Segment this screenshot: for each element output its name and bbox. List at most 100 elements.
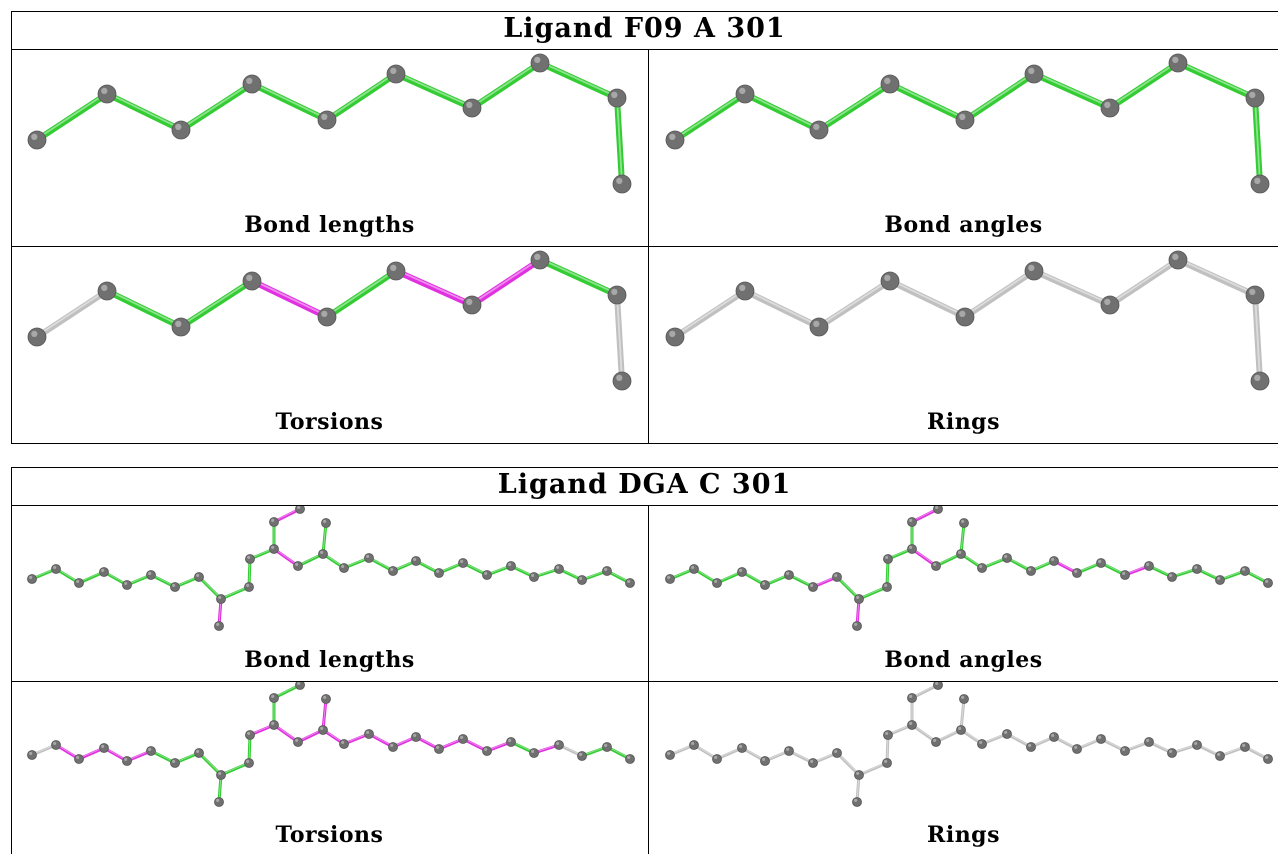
atom: [318, 725, 328, 735]
bond-highlight: [539, 60, 618, 98]
atom-highlight: [1194, 565, 1198, 569]
bond-highlight: [251, 278, 328, 317]
molecule-drawing: [27, 506, 635, 631]
bond-highlight: [180, 278, 253, 327]
atom: [689, 564, 699, 574]
atom-highlight: [484, 747, 488, 751]
atom: [269, 517, 279, 527]
atom: [1192, 740, 1202, 750]
atom: [602, 742, 612, 752]
atom-highlight: [247, 731, 251, 735]
panel-caption: Torsions: [275, 409, 384, 435]
atom-highlight: [961, 695, 965, 699]
atom-highlight: [1265, 755, 1269, 759]
atom-highlight: [579, 576, 583, 580]
atom-highlight: [53, 565, 57, 569]
atom-highlight: [76, 755, 80, 759]
bond-highlight: [818, 278, 891, 327]
bond-none: [742, 288, 822, 330]
bond-highlight: [964, 268, 1035, 317]
atom: [170, 758, 180, 768]
atom-highlight: [101, 87, 108, 94]
atom-highlight: [271, 545, 275, 549]
atom: [735, 281, 755, 301]
atom-highlight: [739, 284, 746, 291]
atom: [832, 572, 842, 582]
molecule-drawing: [27, 682, 635, 807]
atom-highlight: [196, 573, 200, 577]
atom-highlight: [1098, 735, 1102, 739]
atom: [665, 750, 675, 760]
atom-highlight: [148, 747, 152, 751]
atom-highlight: [295, 738, 299, 742]
atom-highlight: [246, 759, 250, 763]
atom-highlight: [691, 565, 695, 569]
atom-highlight: [786, 747, 790, 751]
atom-highlight: [616, 374, 623, 381]
atom: [339, 563, 349, 573]
atom-highlight: [534, 253, 541, 260]
atom-highlight: [31, 133, 38, 140]
atom: [482, 746, 492, 756]
atom: [506, 561, 516, 571]
atom: [1026, 566, 1036, 576]
atom: [883, 554, 893, 564]
atom-highlight: [958, 550, 962, 554]
atom: [1245, 88, 1265, 108]
atom: [1026, 742, 1036, 752]
atom: [808, 582, 818, 592]
atom-highlight: [484, 571, 488, 575]
bond-ok: [469, 60, 543, 111]
atom-highlight: [1028, 67, 1035, 74]
atom-highlight: [884, 274, 891, 281]
atom: [977, 739, 987, 749]
atom: [1096, 558, 1106, 568]
atom: [1024, 261, 1044, 281]
atom-highlight: [124, 581, 128, 585]
atom-highlight: [175, 320, 182, 327]
atom: [293, 561, 303, 571]
atom-highlight: [1098, 559, 1102, 563]
atom-highlight: [669, 330, 676, 337]
bond-none: [1107, 257, 1181, 308]
atom: [242, 74, 262, 94]
atom: [665, 327, 685, 347]
panel-caption: Rings: [927, 822, 1000, 848]
bond-highlight: [395, 71, 473, 108]
atom: [364, 553, 374, 563]
bond-highlight: [106, 91, 182, 130]
atom-highlight: [390, 567, 394, 571]
atom-highlight: [579, 752, 583, 756]
molecule-drawing: [27, 250, 632, 391]
atom-highlight: [321, 310, 328, 317]
atom-highlight: [436, 745, 440, 749]
atom-highlight: [739, 568, 743, 572]
bond-ok: [249, 81, 330, 123]
atom: [956, 725, 966, 735]
atom: [529, 572, 539, 582]
atom: [760, 756, 770, 766]
molecule-drawing: [665, 53, 1270, 194]
bond-highlight: [1254, 292, 1261, 381]
atom-highlight: [762, 757, 766, 761]
molecule-drawing: [665, 506, 1273, 631]
atom: [74, 578, 84, 588]
atom-highlight: [341, 564, 345, 568]
atom: [530, 53, 550, 73]
atom-highlight: [390, 67, 397, 74]
atom-highlight: [1249, 91, 1256, 98]
atom-highlight: [933, 738, 937, 742]
atom: [216, 770, 226, 780]
bond-ok: [887, 81, 968, 123]
atom: [97, 84, 117, 104]
atom-highlight: [1249, 288, 1256, 295]
atom-highlight: [885, 731, 889, 735]
atom: [122, 580, 132, 590]
atom: [122, 756, 132, 766]
atom-highlight: [323, 695, 327, 699]
bond-highlight: [36, 288, 108, 337]
bond-highlight: [251, 81, 328, 120]
molecule-drawing: [665, 250, 1270, 391]
atom-highlight: [1242, 567, 1246, 571]
atom-highlight: [604, 743, 608, 747]
